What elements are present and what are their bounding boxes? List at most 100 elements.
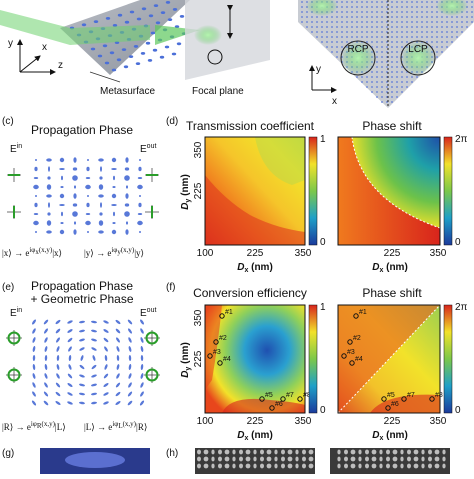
nanopillar xyxy=(73,229,77,235)
nanopillar xyxy=(87,231,89,233)
pillar xyxy=(356,31,358,33)
sem-pillar xyxy=(197,456,201,462)
nanopillar xyxy=(104,346,108,352)
field-label: Eout xyxy=(140,143,156,155)
heatmap-region xyxy=(205,305,222,390)
sample-point xyxy=(381,396,387,402)
pillar xyxy=(401,31,403,33)
nanopillar xyxy=(79,338,85,342)
formula: |R⟩ → eiφR(x,y)|L⟩ xyxy=(2,420,66,432)
pillar xyxy=(306,16,308,18)
nanopillar xyxy=(73,193,77,199)
pillar xyxy=(421,21,423,23)
sample-point xyxy=(259,396,265,402)
nanopillar xyxy=(32,328,36,334)
sem-pillar xyxy=(350,449,356,455)
point-label: #8 xyxy=(303,392,311,399)
sem-pillar xyxy=(400,449,404,455)
colorbar-label: 0 xyxy=(320,405,326,416)
superscript: in xyxy=(17,307,23,314)
pillar xyxy=(446,16,448,18)
f: y xyxy=(117,248,121,256)
pillar xyxy=(341,16,343,18)
nanopillar xyxy=(115,382,121,388)
nanopillar xyxy=(113,175,115,181)
pillar xyxy=(93,20,99,23)
pillar xyxy=(159,55,165,59)
nanopillar xyxy=(60,222,64,224)
pillar xyxy=(316,21,318,23)
sem-pillar xyxy=(337,449,341,455)
pillar xyxy=(136,17,142,21)
sem-pillar xyxy=(260,456,264,462)
pillar xyxy=(381,36,383,38)
nanopillar xyxy=(35,195,37,197)
nanopillar xyxy=(139,159,141,161)
sem-pillar xyxy=(379,449,383,455)
focus-spot xyxy=(306,0,338,16)
pillar xyxy=(351,31,353,33)
panel-title: Propagation Phase xyxy=(31,279,133,293)
sem-pillar xyxy=(365,456,369,462)
x-tick-label: 225 xyxy=(384,416,401,427)
sample-point xyxy=(341,353,347,359)
point-label: #4 xyxy=(223,356,231,363)
nanopillar xyxy=(137,177,143,179)
sem-pillar xyxy=(203,449,209,455)
pillar xyxy=(386,86,388,88)
pillar xyxy=(128,55,134,58)
f: |R⟩ xyxy=(136,422,147,432)
pillar xyxy=(155,21,161,25)
pillar xyxy=(426,11,428,13)
nanopillar xyxy=(43,391,49,397)
pillar xyxy=(351,6,353,8)
pillar xyxy=(436,26,438,28)
x-tick-label: 100 xyxy=(197,248,214,259)
pillar xyxy=(105,17,111,20)
pillar xyxy=(321,16,323,18)
pillar xyxy=(401,41,403,43)
nanopillar xyxy=(103,320,109,324)
pillar xyxy=(391,61,393,63)
pillar xyxy=(376,1,378,3)
pillar xyxy=(346,21,348,23)
sample-points: #1 #2 #3#4 #5#6#7 #8 xyxy=(207,309,311,411)
nanopillar xyxy=(99,176,103,180)
pillar xyxy=(386,1,388,3)
nanopillar xyxy=(137,220,143,226)
nanopillar xyxy=(55,328,61,334)
focus-circle xyxy=(400,40,436,76)
colorbar-label: 0 xyxy=(320,237,326,248)
nanopillar xyxy=(116,346,120,352)
pillar xyxy=(361,26,363,28)
y-tick-label: 225 xyxy=(193,350,204,367)
pillar xyxy=(446,46,448,48)
f: iφ xyxy=(29,246,35,254)
nanopillar xyxy=(128,382,132,388)
superscript: in xyxy=(17,143,23,150)
pillar xyxy=(376,86,378,88)
pillar xyxy=(381,41,383,43)
pillar xyxy=(381,6,383,8)
panel-title: Phase shift xyxy=(362,119,422,133)
pillar xyxy=(341,36,343,38)
pillar xyxy=(391,81,393,83)
nanopillar xyxy=(85,220,91,226)
nanopillar xyxy=(32,319,36,325)
nanopillar xyxy=(74,185,76,189)
f: |y⟩ xyxy=(134,248,144,258)
formula: |x⟩ → eiφx(x,y)|x⟩ xyxy=(2,246,62,258)
pillar xyxy=(421,26,423,28)
focus-circle xyxy=(340,40,376,76)
pillar xyxy=(411,76,413,78)
nanopillar xyxy=(115,328,121,334)
pillar xyxy=(396,86,398,88)
pillar xyxy=(461,16,463,18)
pillar xyxy=(396,41,398,43)
pillar xyxy=(471,6,473,8)
nanopillar xyxy=(56,346,60,352)
pillar xyxy=(436,36,438,38)
colorbar xyxy=(308,304,318,414)
unit: (nm) xyxy=(248,430,272,441)
y-tick-label: 350 xyxy=(193,141,204,158)
